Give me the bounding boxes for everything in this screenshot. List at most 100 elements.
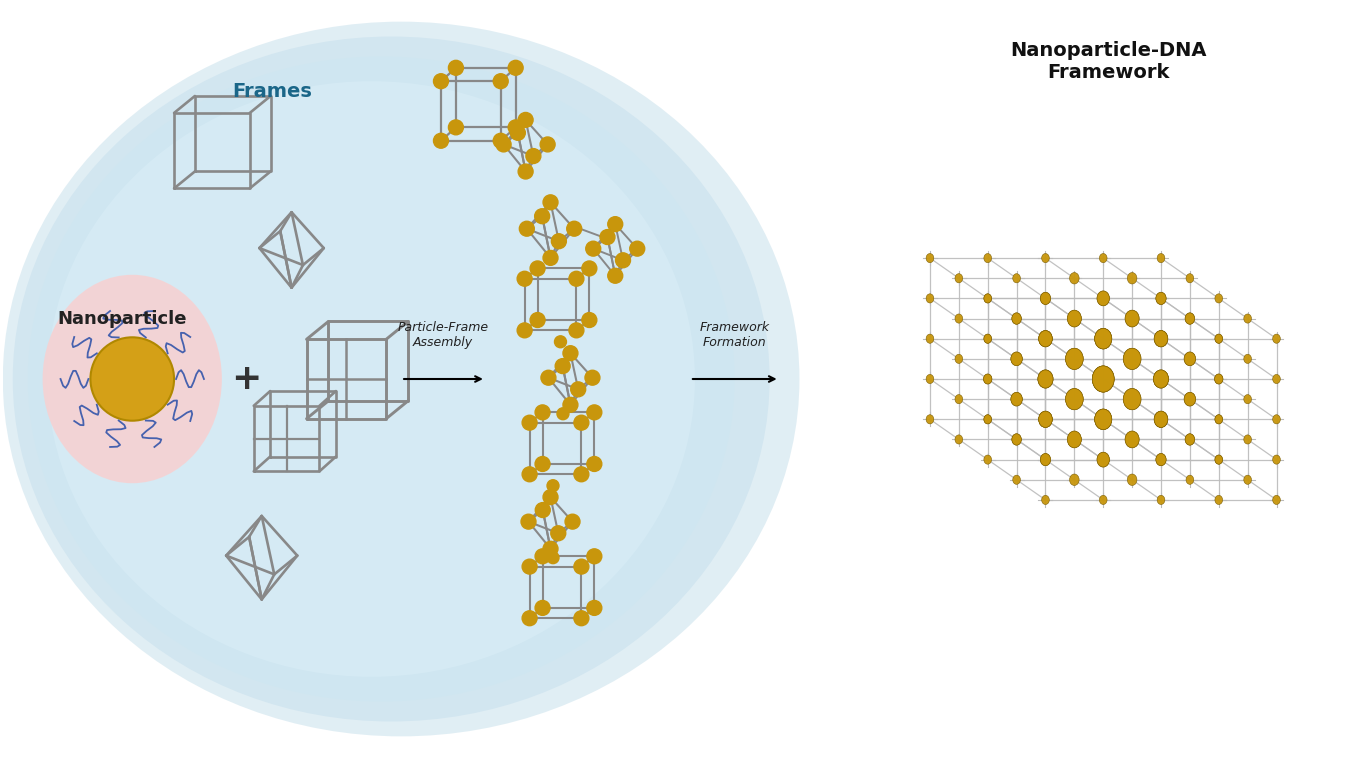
Ellipse shape [1125, 310, 1139, 327]
Circle shape [535, 405, 549, 420]
Ellipse shape [1156, 453, 1166, 466]
Ellipse shape [1273, 374, 1280, 383]
Ellipse shape [954, 274, 963, 283]
Ellipse shape [1012, 434, 1022, 445]
Ellipse shape [1012, 274, 1021, 283]
Ellipse shape [1215, 414, 1223, 424]
Circle shape [522, 467, 537, 482]
Ellipse shape [1068, 431, 1081, 448]
Ellipse shape [43, 275, 221, 483]
Circle shape [508, 120, 524, 135]
Ellipse shape [1215, 496, 1223, 505]
Ellipse shape [1273, 334, 1280, 343]
Ellipse shape [1243, 314, 1251, 323]
Ellipse shape [1123, 389, 1141, 410]
Ellipse shape [1068, 310, 1081, 327]
Circle shape [585, 370, 599, 385]
Ellipse shape [984, 294, 991, 303]
Circle shape [587, 405, 602, 420]
Ellipse shape [1125, 431, 1139, 448]
Ellipse shape [1273, 496, 1280, 505]
Circle shape [574, 611, 589, 625]
Ellipse shape [1095, 329, 1112, 349]
Ellipse shape [1215, 334, 1223, 343]
Ellipse shape [1184, 392, 1196, 406]
Circle shape [608, 217, 622, 231]
Ellipse shape [1157, 254, 1165, 263]
Ellipse shape [1123, 348, 1141, 370]
Ellipse shape [954, 395, 963, 404]
Ellipse shape [984, 334, 991, 343]
Circle shape [555, 335, 567, 348]
Circle shape [497, 137, 512, 152]
Circle shape [568, 323, 585, 338]
Ellipse shape [27, 56, 734, 701]
Ellipse shape [1185, 313, 1195, 324]
Circle shape [433, 74, 448, 89]
Circle shape [536, 502, 551, 518]
Ellipse shape [1092, 366, 1114, 392]
Ellipse shape [1123, 389, 1141, 410]
Ellipse shape [1038, 370, 1053, 388]
Ellipse shape [1095, 329, 1112, 349]
Ellipse shape [1038, 331, 1052, 347]
Text: Frames: Frames [232, 82, 312, 101]
Ellipse shape [1098, 291, 1110, 306]
Ellipse shape [1098, 452, 1110, 467]
Ellipse shape [1154, 331, 1168, 347]
Ellipse shape [1065, 389, 1083, 410]
Text: Nanoparticle-DNA
Framework: Nanoparticle-DNA Framework [1010, 41, 1207, 82]
Ellipse shape [1154, 411, 1168, 427]
Ellipse shape [1215, 414, 1223, 424]
Ellipse shape [1038, 331, 1052, 347]
Ellipse shape [1042, 254, 1049, 263]
Ellipse shape [1042, 496, 1049, 505]
Ellipse shape [926, 294, 934, 303]
Ellipse shape [1243, 435, 1251, 444]
Ellipse shape [1185, 434, 1195, 445]
Ellipse shape [1068, 431, 1081, 448]
Ellipse shape [1154, 331, 1168, 347]
Circle shape [540, 137, 555, 152]
Circle shape [535, 549, 549, 564]
Ellipse shape [12, 36, 769, 722]
Ellipse shape [984, 334, 991, 343]
Circle shape [551, 526, 566, 540]
Ellipse shape [1185, 434, 1195, 445]
Ellipse shape [1011, 392, 1022, 406]
Ellipse shape [1069, 272, 1079, 284]
Circle shape [508, 61, 524, 75]
Ellipse shape [1092, 366, 1114, 392]
Ellipse shape [1127, 272, 1137, 284]
Ellipse shape [1038, 411, 1052, 427]
Circle shape [531, 313, 545, 327]
Ellipse shape [1041, 292, 1050, 304]
Ellipse shape [1098, 452, 1110, 467]
Ellipse shape [984, 294, 991, 303]
Circle shape [543, 541, 558, 556]
Ellipse shape [926, 414, 934, 424]
Circle shape [563, 346, 578, 361]
Circle shape [433, 134, 448, 148]
Ellipse shape [1125, 310, 1139, 327]
Ellipse shape [984, 455, 991, 465]
Ellipse shape [1184, 352, 1196, 366]
Ellipse shape [1123, 348, 1141, 370]
Ellipse shape [1092, 366, 1114, 392]
Circle shape [567, 222, 582, 236]
Ellipse shape [926, 374, 934, 383]
Circle shape [541, 370, 556, 385]
Circle shape [522, 415, 537, 430]
Circle shape [448, 120, 463, 135]
Ellipse shape [1038, 411, 1052, 427]
Circle shape [531, 261, 545, 276]
Ellipse shape [984, 414, 991, 424]
Circle shape [535, 600, 549, 616]
Ellipse shape [1011, 352, 1022, 366]
Ellipse shape [1012, 475, 1021, 484]
Circle shape [574, 415, 589, 430]
Ellipse shape [1154, 411, 1168, 427]
Circle shape [587, 600, 602, 616]
Ellipse shape [954, 354, 963, 364]
Circle shape [574, 559, 589, 574]
